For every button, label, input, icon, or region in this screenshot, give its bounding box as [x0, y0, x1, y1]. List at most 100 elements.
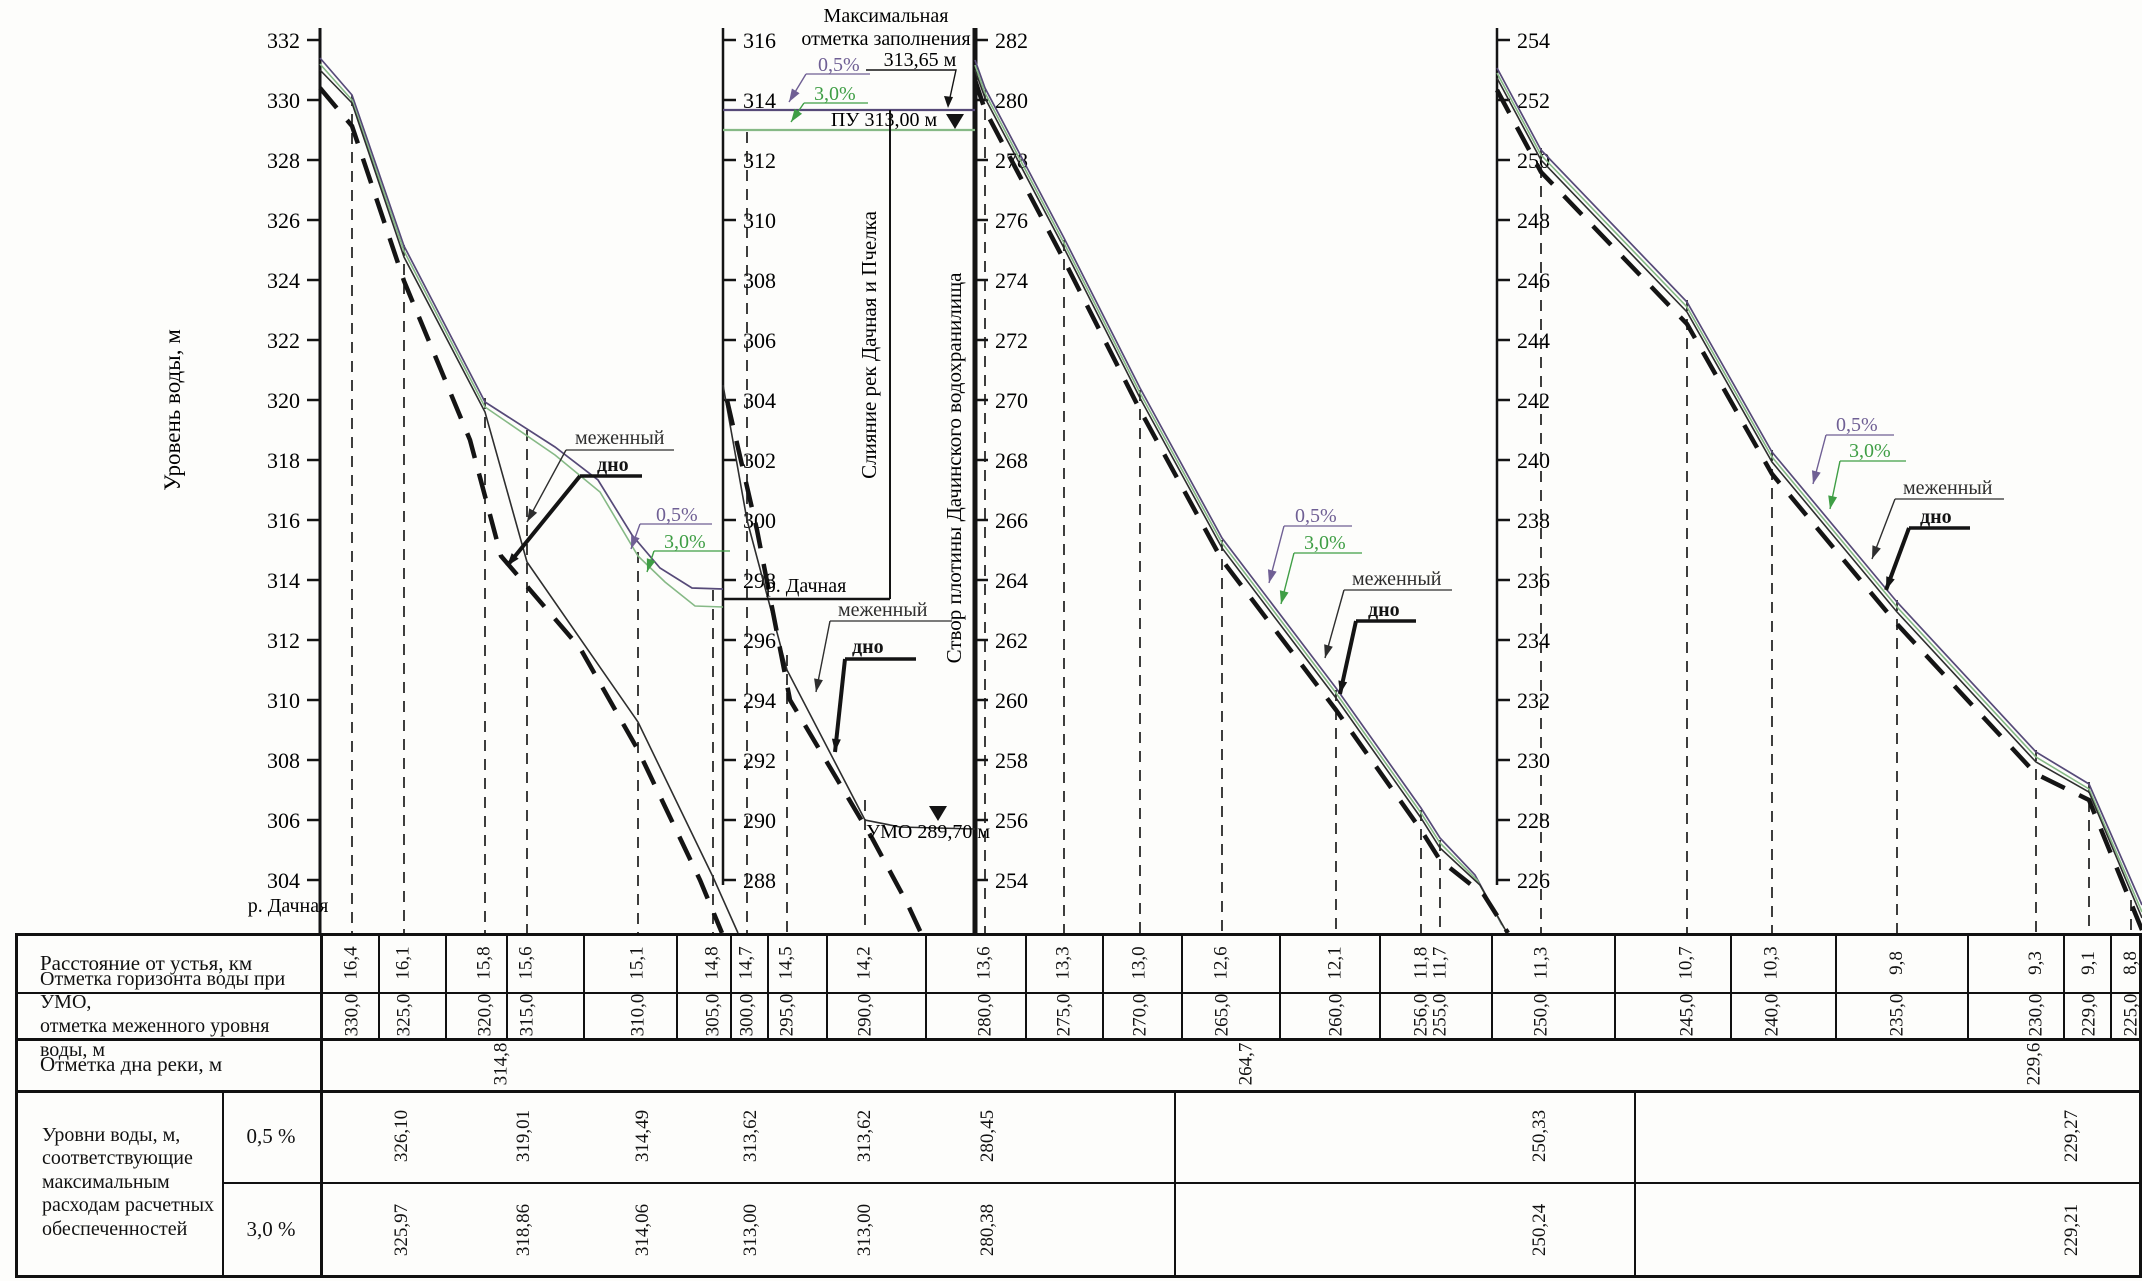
axis-tick-label: 234 — [1517, 628, 1550, 653]
levels-cell-divider-2 — [1634, 1090, 1636, 1278]
umo-elevation-value-text: 305,0 — [702, 993, 723, 1037]
axis-tick-label: 250 — [1517, 148, 1550, 173]
profile-curves-group — [318, 57, 2142, 935]
station-gridlines-group — [351, 90, 2132, 933]
axis-tick-label: 322 — [267, 328, 300, 353]
axis-tick-label: 302 — [743, 448, 776, 473]
axis-tick-label: 242 — [1517, 388, 1550, 413]
distance-value-text: 13,3 — [1053, 946, 1074, 980]
river-bottom-value-text: 264,7 — [1235, 1042, 1256, 1086]
axis-tick-label: 246 — [1517, 268, 1550, 293]
level-p05-value: 314,49 — [619, 1092, 667, 1180]
distance-value: 14,5 — [763, 936, 811, 990]
axis-tick-label: 310 — [267, 688, 300, 713]
profile-p05-left — [319, 57, 724, 590]
callout-arrowhead — [1828, 495, 1838, 509]
row-header-p30: 3,0 % — [224, 1186, 318, 1273]
distance-value: 11,3 — [1517, 936, 1565, 990]
umo-elevation-value-text: 240,0 — [1761, 993, 1782, 1037]
axis-tick-label: 330 — [267, 88, 300, 113]
table-border-top — [15, 933, 2142, 936]
profile-mezhen-right — [1496, 77, 2142, 919]
callout-label: дно — [1368, 599, 1400, 621]
axis-tick-label: 276 — [995, 208, 1028, 233]
umo-elevation-value-text: 325,0 — [393, 993, 414, 1037]
profile-dno-mid — [724, 399, 924, 934]
profile-dno-left — [318, 86, 725, 934]
umo-elevation-value: 270,0 — [1116, 993, 1164, 1037]
river-bottom-value: 314,8 — [477, 1040, 525, 1088]
level-p05-value-text: 313,62 — [854, 1109, 875, 1163]
axes-group: 332 330 328 326 324 322 320 318 316 314 312 310 308 3… — [267, 28, 1550, 933]
callout-leader — [505, 474, 582, 568]
row-header-umo-line2: отметка меженного уровня воды, м — [40, 1015, 270, 1061]
distance-value: 10,7 — [1663, 936, 1711, 990]
axis-tick-label: 272 — [995, 328, 1028, 353]
level-p05-value: 319,01 — [500, 1092, 548, 1180]
profile-p05-right — [1496, 67, 2142, 906]
umo-elevation-value: 265,0 — [1198, 993, 1246, 1037]
callout-arrowhead — [831, 738, 841, 752]
level-p05-value: 280,45 — [964, 1092, 1012, 1180]
axis-tick-label: 292 — [743, 748, 776, 773]
station-cell-divider — [2110, 933, 2112, 1038]
axis-tick-label: 274 — [995, 268, 1028, 293]
max-fill-leader-line — [866, 69, 957, 103]
level-p05-value-text: 280,45 — [977, 1109, 998, 1163]
distance-value: 16,1 — [380, 936, 428, 990]
callout-label: 0,5% — [1295, 505, 1337, 527]
table-subcol-divider — [222, 1090, 224, 1278]
callout-label: 3,0% — [1304, 532, 1346, 554]
level-p30-value-text: 318,86 — [513, 1203, 534, 1256]
umo-elevation-value: 230,0 — [2012, 993, 2060, 1037]
umo-elevation-value: 240,0 — [1748, 993, 1796, 1037]
level-p05-value-text: 319,01 — [513, 1109, 534, 1163]
station-cell-divider — [506, 933, 508, 1038]
table-border-right — [2139, 933, 2142, 1278]
distance-value: 12,1 — [1312, 936, 1360, 990]
river-label-top: р. Дачная — [766, 575, 847, 597]
profile-p30-right — [1496, 72, 2142, 913]
level-p30-value-text: 325,97 — [391, 1203, 412, 1256]
callout-label: 0,5% — [818, 54, 860, 76]
distance-value: 8,8 — [2107, 936, 2142, 990]
row-header-umo-level: Отметка горизонта воды при УМО, отметка … — [18, 968, 320, 1061]
callout-leader — [833, 658, 847, 753]
river-label-bottom: р. Дачная — [248, 895, 329, 917]
row-header-bottom-label: Отметка дна реки, м — [40, 1052, 223, 1077]
callout-label: дно — [1920, 506, 1952, 528]
umo-elevation-value: 225,0 — [2107, 993, 2142, 1037]
distance-value-text: 11,3 — [1529, 946, 1551, 980]
axis-tick-label: 306 — [267, 808, 300, 833]
axis-tick-label: 268 — [995, 448, 1028, 473]
profile-p30-left — [319, 63, 724, 608]
level-p05-value: 250,33 — [1516, 1092, 1564, 1180]
station-cell-divider — [767, 933, 769, 1038]
level-p30-value: 229,21 — [2048, 1186, 2096, 1273]
axis-tick-label: 238 — [1517, 508, 1550, 533]
level-p30-value-text: 313,00 — [740, 1203, 761, 1256]
level-p05-value-text: 250,33 — [1529, 1109, 1550, 1163]
umo-elevation-value: 295,0 — [763, 993, 811, 1037]
station-cell-divider — [445, 933, 447, 1038]
axis-tick-label: 326 — [267, 208, 300, 233]
umo-elevation-value-text: 310,0 — [627, 993, 648, 1037]
level-p05-value: 229,27 — [2048, 1092, 2096, 1180]
distance-value-text: 13,0 — [1129, 946, 1150, 980]
confluence-label: Слияние рек Дачная и Пчелка — [857, 210, 881, 478]
callout-arrowhead — [631, 535, 640, 549]
callout-label: дно — [852, 636, 884, 658]
distance-value: 13,6 — [961, 936, 1009, 990]
axis-tick-label: 248 — [1517, 208, 1550, 233]
callout-arrowhead — [1338, 680, 1348, 694]
axis-tick-label: 260 — [995, 688, 1028, 713]
level-p05-value: 313,62 — [841, 1092, 889, 1180]
umo-elevation-value-text: 275,0 — [1053, 993, 1074, 1037]
axis-tick-label: 290 — [743, 808, 776, 833]
umo-elevation-value: 280,0 — [961, 993, 1009, 1037]
max-fill-label-line2: отметка заполнения — [801, 28, 970, 50]
axis-tick-label: 230 — [1517, 748, 1550, 773]
axis-tick-label: 328 — [267, 148, 300, 173]
distance-value-text: 12,6 — [1211, 946, 1232, 980]
distance-value: 12,6 — [1198, 936, 1246, 990]
